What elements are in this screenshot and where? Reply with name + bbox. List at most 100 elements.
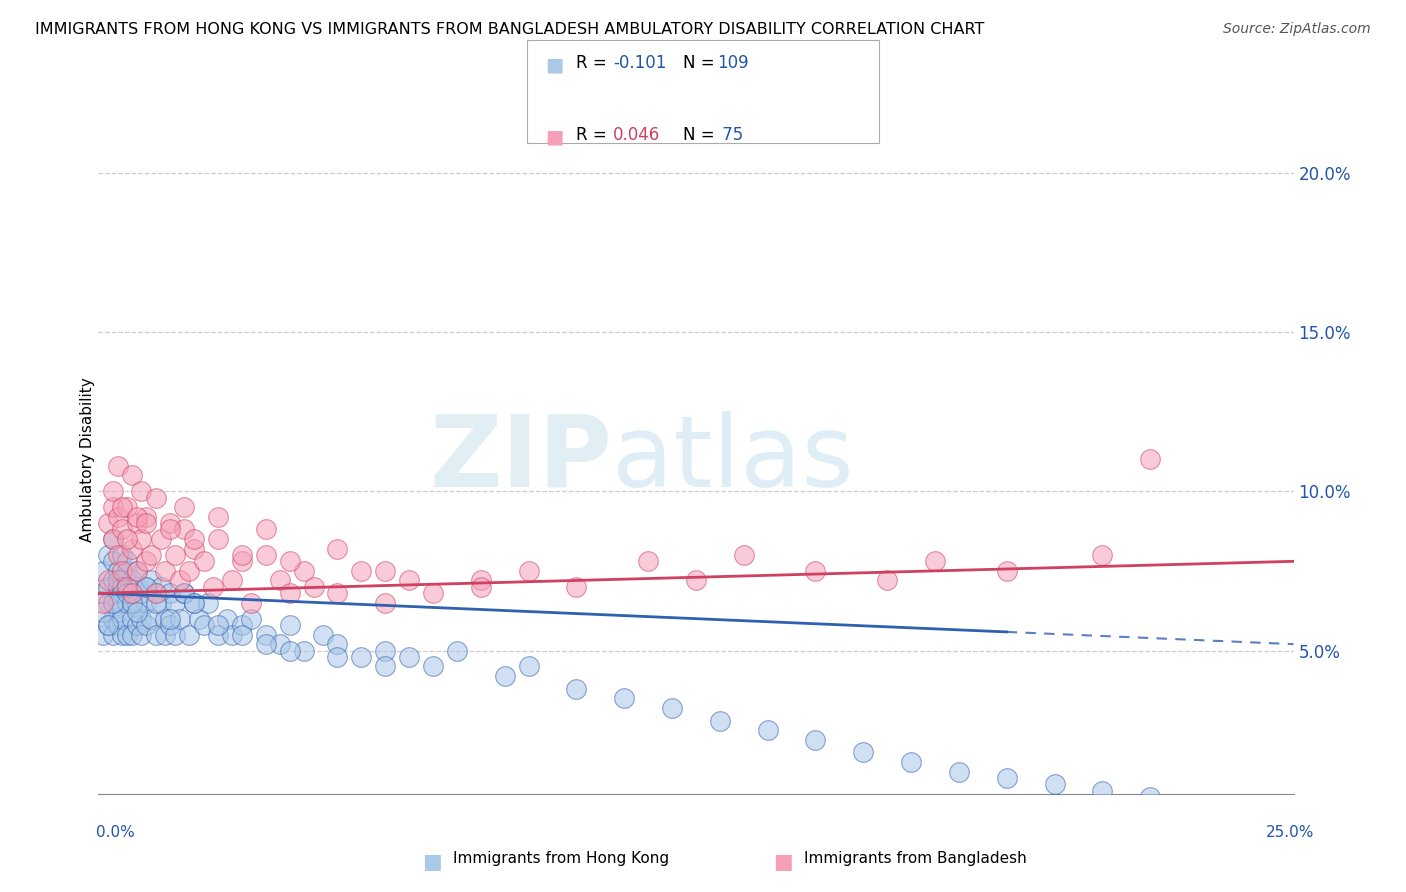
Point xyxy=(1139,452,1161,467)
Point xyxy=(115,596,138,610)
Point xyxy=(470,580,492,594)
Point xyxy=(374,596,396,610)
Point xyxy=(91,586,114,600)
Text: 0.046: 0.046 xyxy=(613,126,661,144)
Text: 0.0%: 0.0% xyxy=(96,825,135,840)
Point xyxy=(107,596,129,610)
Point xyxy=(254,627,277,641)
Point xyxy=(107,618,129,632)
Point xyxy=(121,627,143,641)
Point xyxy=(565,681,588,696)
Point xyxy=(149,580,172,594)
Point xyxy=(1091,548,1114,562)
Point xyxy=(661,701,683,715)
Point xyxy=(709,714,731,728)
Point xyxy=(111,612,134,626)
Point xyxy=(107,574,129,588)
Point xyxy=(101,612,124,626)
Point xyxy=(125,596,148,610)
Point xyxy=(125,516,148,530)
Text: Immigrants from Bangladesh: Immigrants from Bangladesh xyxy=(804,851,1026,866)
Point xyxy=(115,580,138,594)
Text: ■: ■ xyxy=(546,55,564,74)
Point xyxy=(278,554,301,568)
Point xyxy=(302,580,325,594)
Point xyxy=(155,627,177,641)
Point xyxy=(183,532,205,546)
Point xyxy=(995,564,1018,578)
Point xyxy=(111,586,134,600)
Point xyxy=(91,605,114,619)
Point xyxy=(101,532,124,546)
Point xyxy=(101,627,124,641)
Point xyxy=(91,596,114,610)
Point xyxy=(125,509,148,524)
Point xyxy=(121,541,143,556)
Point xyxy=(163,627,186,641)
Point xyxy=(804,564,827,578)
Point xyxy=(183,596,205,610)
Point xyxy=(107,605,129,619)
Point xyxy=(193,554,215,568)
Point xyxy=(470,574,492,588)
Point xyxy=(517,659,540,673)
Point xyxy=(231,627,253,641)
Point xyxy=(121,586,143,600)
Point xyxy=(173,586,195,600)
Point xyxy=(159,612,181,626)
Point xyxy=(207,618,229,632)
Point xyxy=(145,586,167,600)
Text: ■: ■ xyxy=(422,852,441,871)
Point xyxy=(107,580,129,594)
Point xyxy=(565,580,588,594)
Point xyxy=(179,564,201,578)
Point xyxy=(97,548,120,562)
Point xyxy=(101,596,124,610)
Point xyxy=(97,574,120,588)
Text: ■: ■ xyxy=(546,128,564,146)
Point xyxy=(131,532,153,546)
Point xyxy=(350,564,373,578)
Point xyxy=(1139,790,1161,805)
Point xyxy=(231,548,253,562)
Point xyxy=(269,637,291,651)
Point xyxy=(139,612,162,626)
Point xyxy=(398,574,420,588)
Point xyxy=(374,643,396,657)
Point xyxy=(115,500,138,515)
Point xyxy=(115,627,138,641)
Point xyxy=(173,523,195,537)
Point xyxy=(131,627,153,641)
Point xyxy=(398,649,420,664)
Point xyxy=(97,516,120,530)
Point xyxy=(159,516,181,530)
Point xyxy=(733,548,755,562)
Point xyxy=(111,500,134,515)
Text: ZIP: ZIP xyxy=(429,411,613,508)
Text: IMMIGRANTS FROM HONG KONG VS IMMIGRANTS FROM BANGLADESH AMBULATORY DISABILITY CO: IMMIGRANTS FROM HONG KONG VS IMMIGRANTS … xyxy=(35,22,984,37)
Point xyxy=(155,564,177,578)
Point xyxy=(924,554,946,568)
Point xyxy=(145,627,167,641)
Point xyxy=(278,618,301,632)
Point xyxy=(240,596,263,610)
Point xyxy=(269,574,291,588)
Point xyxy=(350,649,373,664)
Point xyxy=(139,548,162,562)
Point xyxy=(183,541,205,556)
Point xyxy=(202,580,225,594)
Point xyxy=(111,574,134,588)
Point xyxy=(193,618,215,632)
Point xyxy=(125,580,148,594)
Point xyxy=(1043,777,1066,791)
Point xyxy=(135,580,157,594)
Point xyxy=(131,586,153,600)
Point xyxy=(107,548,129,562)
Point xyxy=(446,643,468,657)
Text: N =: N = xyxy=(683,54,720,71)
Point xyxy=(494,669,516,683)
Point xyxy=(173,586,195,600)
Point xyxy=(115,564,138,578)
Point xyxy=(374,564,396,578)
Point xyxy=(97,618,120,632)
